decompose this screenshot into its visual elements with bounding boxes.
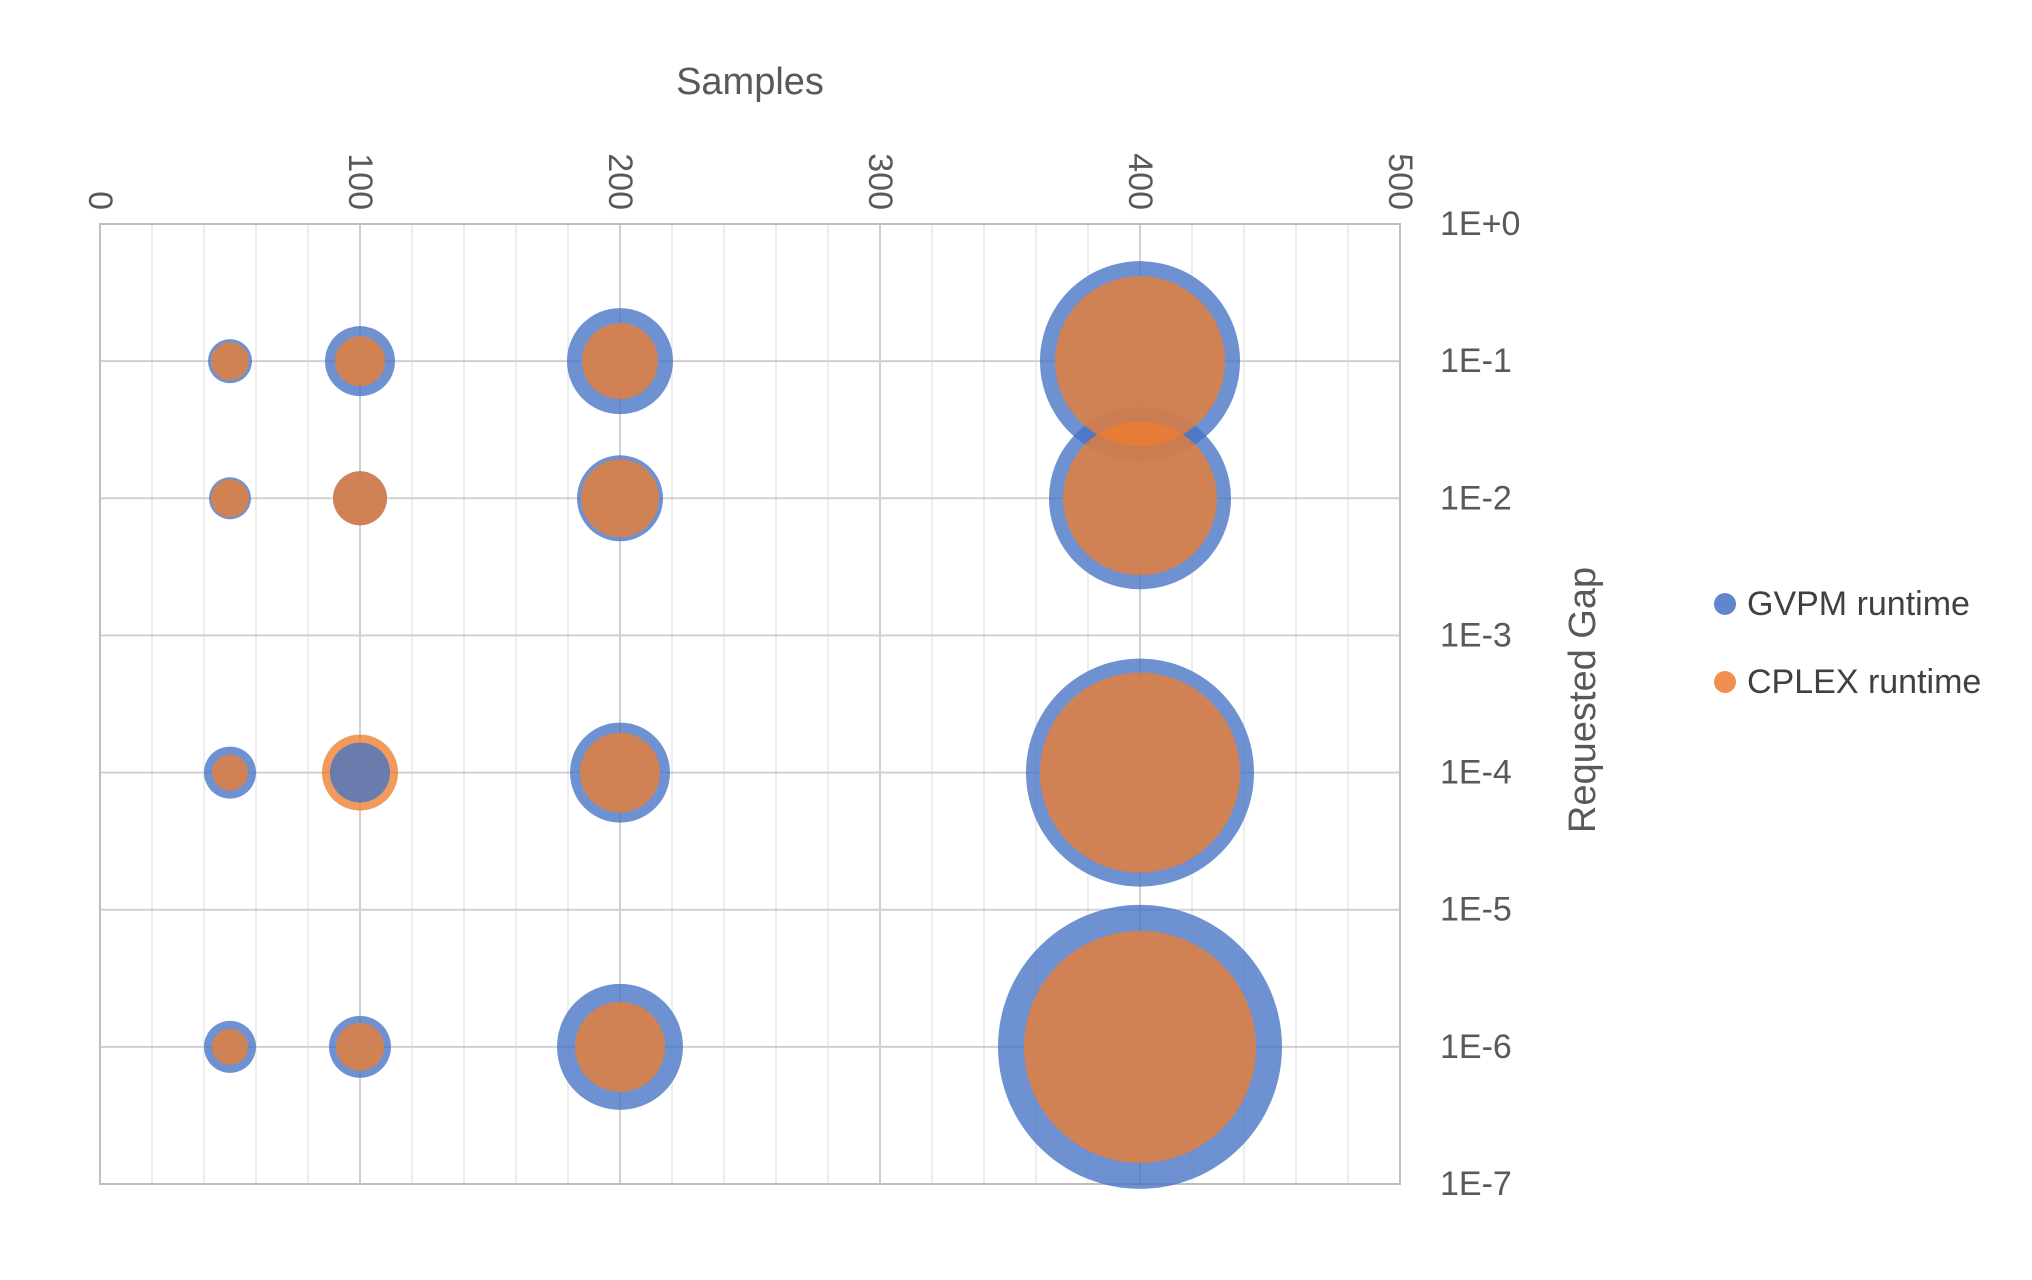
y-tick-label: 1E-4 — [1440, 754, 1512, 792]
cplex-bubble — [212, 1028, 248, 1065]
y-tick-label: 1E-2 — [1440, 479, 1512, 517]
cplex-bubble — [335, 336, 385, 387]
y-tick-label: 1E+0 — [1440, 205, 1520, 243]
cplex-bubble — [211, 479, 249, 518]
y-tick-label: 1E-7 — [1440, 1165, 1512, 1203]
legend-label: CPLEX runtime — [1747, 663, 1981, 701]
cplex-bubble — [336, 1022, 384, 1071]
x-tick-label: 200 — [601, 153, 639, 210]
x-tick-label: 300 — [861, 153, 899, 210]
cplex-bubble — [1024, 930, 1256, 1163]
y-axis-tick-labels: 1E+0 1E-1 1E-2 1E-3 1E-4 1E-5 1E-6 1E-7 — [1440, 205, 1520, 1203]
cplex-bubble — [1055, 276, 1225, 447]
cplex-bubble — [580, 732, 660, 813]
cplex-bubble — [1040, 672, 1240, 873]
cplex-bubble — [333, 471, 387, 526]
cplex-bubble — [582, 323, 658, 400]
legend-marker — [1714, 593, 1736, 615]
y-tick-label: 1E-5 — [1440, 891, 1512, 929]
x-tick-label: 0 — [81, 191, 119, 210]
cplex-bubble — [212, 754, 248, 791]
y-tick-label: 1E-1 — [1440, 342, 1512, 380]
x-axis-tick-labels: 0 100 200 300 400 500 — [81, 153, 1419, 210]
bubble-layer — [204, 261, 1282, 1189]
cplex-bubble — [1063, 421, 1217, 576]
x-axis-title: Samples — [676, 61, 824, 103]
cplex-bubble — [575, 1001, 665, 1092]
x-tick-label: 500 — [1381, 153, 1419, 210]
y-tick-label: 1E-3 — [1440, 616, 1512, 654]
legend: GVPM runtime CPLEX runtime — [1714, 585, 1981, 701]
cplex-bubble — [211, 342, 249, 381]
gvpm-bubble — [330, 742, 390, 803]
x-tick-label: 100 — [341, 153, 379, 210]
plot-area-frame — [99, 223, 1401, 1185]
x-tick-label: 400 — [1121, 153, 1159, 210]
y-axis-title: Requested Gap — [1562, 567, 1604, 833]
minor-gridlines — [151, 224, 1349, 1184]
cplex-bubble — [581, 459, 659, 538]
y-tick-label: 1E-6 — [1440, 1028, 1512, 1066]
legend-label: GVPM runtime — [1747, 585, 1970, 623]
legend-marker — [1714, 671, 1736, 693]
